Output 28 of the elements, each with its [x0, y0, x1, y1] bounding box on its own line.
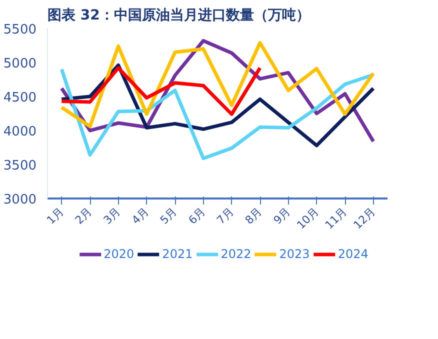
chart-title: 图表 32：中国原油当月进口数量（万吨）: [48, 8, 310, 24]
legend-label: 2023: [279, 247, 310, 261]
x-tick-label: 7月: [214, 204, 236, 227]
line-series: [60, 63, 376, 148]
x-tick-label: 11月: [322, 204, 350, 232]
x-tick-label: 2月: [72, 204, 95, 227]
x-tick-label: 12月: [351, 204, 378, 232]
y-tick-label: 3000: [3, 192, 37, 208]
x-tick-label: 1月: [44, 204, 66, 227]
legend-label: 2022: [220, 247, 252, 261]
x-tick-label: 9月: [271, 204, 293, 227]
x-tick-label: 8月: [242, 204, 265, 227]
y-tick-label: 3500: [3, 158, 37, 174]
x-tick-label: 5月: [158, 204, 180, 227]
legend-label: 2021: [162, 247, 193, 261]
legend-label: 2024: [338, 247, 368, 261]
x-tick-label: 4月: [129, 204, 152, 227]
line-series: [60, 68, 376, 160]
y-tick-label: 4000: [3, 124, 37, 140]
y-tick-label: 5500: [3, 22, 37, 38]
x-tick-label: 3月: [101, 204, 123, 227]
legend-label: 2020: [104, 247, 134, 261]
line-series: [60, 41, 376, 128]
y-tick-label: 4500: [3, 90, 37, 106]
y-tick-label: 5000: [3, 56, 37, 72]
x-tick-label: 6月: [186, 204, 208, 227]
line-series: [60, 66, 262, 116]
x-tick-label: 10月: [294, 204, 322, 232]
